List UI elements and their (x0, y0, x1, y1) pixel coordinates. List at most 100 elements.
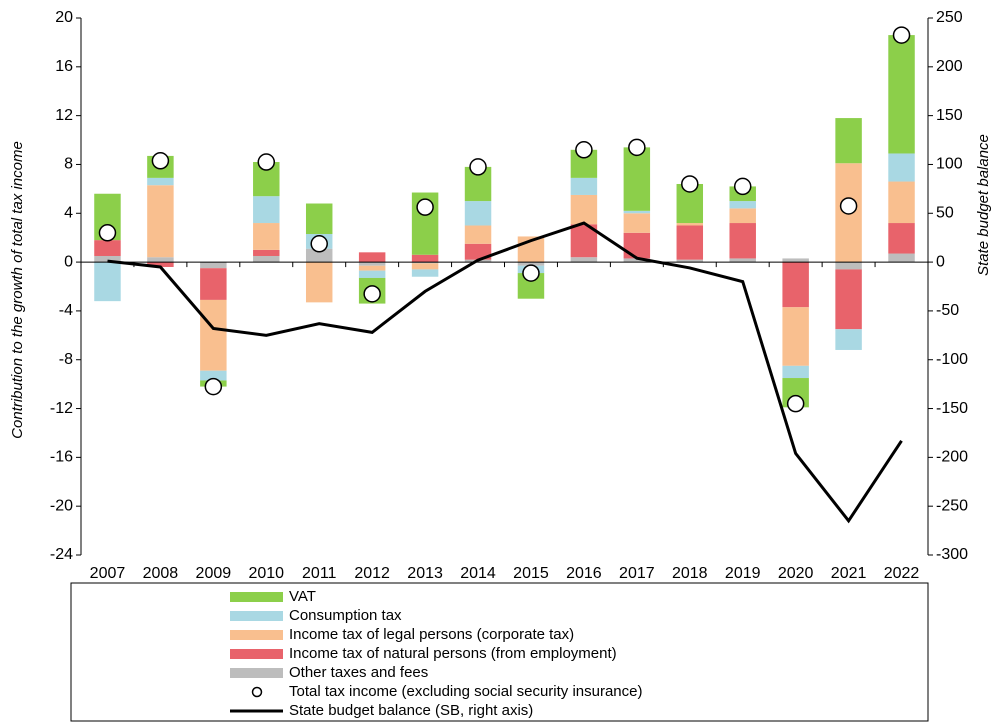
y2-tick-label: 0 (936, 253, 945, 270)
bar (358, 252, 386, 263)
bar (147, 262, 174, 267)
bar (888, 253, 915, 263)
y-tick-label: -4 (59, 302, 73, 319)
bar (729, 208, 756, 224)
bar (411, 262, 439, 264)
bar (570, 177, 598, 195)
y2-tick-label: -250 (936, 497, 968, 514)
bar (676, 223, 704, 226)
bar (888, 223, 915, 254)
bar (729, 258, 756, 263)
legend-label: Income tax of legal persons (corporate t… (289, 626, 574, 643)
bar (358, 270, 386, 278)
marker (628, 138, 646, 157)
bar (94, 255, 121, 263)
y-tick-label: -24 (50, 546, 73, 563)
bar (623, 213, 651, 233)
x-tick-label: 2022 (884, 565, 920, 582)
marker (575, 141, 593, 159)
bar (570, 257, 598, 263)
marker (310, 235, 328, 253)
x-tick-label: 2019 (725, 565, 761, 582)
legend-label: VAT (289, 588, 316, 605)
y2-tick-label: 50 (936, 204, 954, 221)
bar (570, 194, 598, 225)
bar (305, 248, 333, 263)
x-tick-label: 2010 (248, 565, 284, 582)
bar (411, 269, 439, 277)
bar (623, 258, 651, 263)
legend-swatch (230, 630, 283, 640)
marker (733, 177, 752, 196)
bar (464, 243, 492, 260)
bar (623, 147, 651, 211)
legend-swatch (230, 668, 283, 678)
bar (200, 268, 227, 300)
x-tick-label: 2007 (90, 565, 126, 582)
bar (358, 265, 386, 271)
marker (522, 264, 540, 282)
marker (839, 197, 858, 215)
legend-label: Other taxes and fees (289, 664, 428, 681)
bar (358, 262, 386, 266)
bar (411, 254, 439, 263)
bar (676, 259, 704, 263)
bar (888, 181, 915, 224)
x-tick-label: 2008 (143, 565, 179, 582)
bar (147, 257, 174, 263)
y-tick-label: -20 (50, 497, 73, 514)
bar (835, 329, 862, 350)
marker (469, 158, 487, 176)
x-tick-label: 2009 (196, 565, 232, 582)
bar (464, 201, 492, 226)
marker (363, 285, 381, 303)
legend-label: Total tax income (excluding social secur… (289, 683, 643, 700)
bar (835, 118, 862, 164)
y-axis-title: Contribution to the growth of total tax … (9, 141, 26, 439)
y-tick-label: 16 (55, 58, 73, 75)
y-tick-label: -16 (50, 449, 73, 466)
legend-label: Consumption tax (289, 607, 402, 624)
bar (411, 263, 439, 270)
bar (253, 196, 280, 224)
y2-tick-label: -200 (936, 449, 968, 466)
legend-box (70, 582, 929, 722)
x-tick-label: 2021 (831, 565, 867, 582)
bar (147, 185, 174, 258)
bar (623, 232, 651, 259)
x-tick-label: 2017 (619, 565, 655, 582)
line (107, 221, 903, 524)
marker (892, 26, 911, 44)
legend-swatch (230, 592, 283, 602)
legend-label: State budget balance (SB, right axis) (289, 702, 533, 719)
bar (305, 203, 333, 235)
y2-tick-label: 150 (936, 107, 963, 124)
x-tick-label: 2015 (513, 565, 549, 582)
legend-label: Income tax of natural persons (from empl… (289, 645, 617, 662)
y2-tick-label: -150 (936, 400, 968, 417)
marker (204, 377, 223, 396)
bar (200, 370, 227, 381)
marker (257, 153, 276, 171)
y-tick-label: 8 (64, 156, 73, 173)
marker (151, 152, 170, 170)
marker (681, 175, 699, 193)
bar (888, 35, 915, 154)
bar (200, 262, 227, 269)
bar (676, 225, 704, 260)
y2-tick-label: -100 (936, 351, 968, 368)
y2-axis-title: State budget balance (975, 134, 992, 276)
y-tick-label: -8 (59, 351, 73, 368)
y-tick-label: 4 (64, 204, 73, 221)
bar (835, 262, 862, 270)
x-tick-label: 2018 (672, 565, 708, 582)
y2-tick-label: 100 (936, 156, 963, 173)
y-tick-label: 0 (64, 253, 73, 270)
bar (782, 258, 809, 263)
bar (729, 223, 756, 259)
bar (517, 262, 545, 266)
bar (94, 262, 121, 302)
bar (147, 177, 174, 186)
bar (729, 201, 756, 209)
